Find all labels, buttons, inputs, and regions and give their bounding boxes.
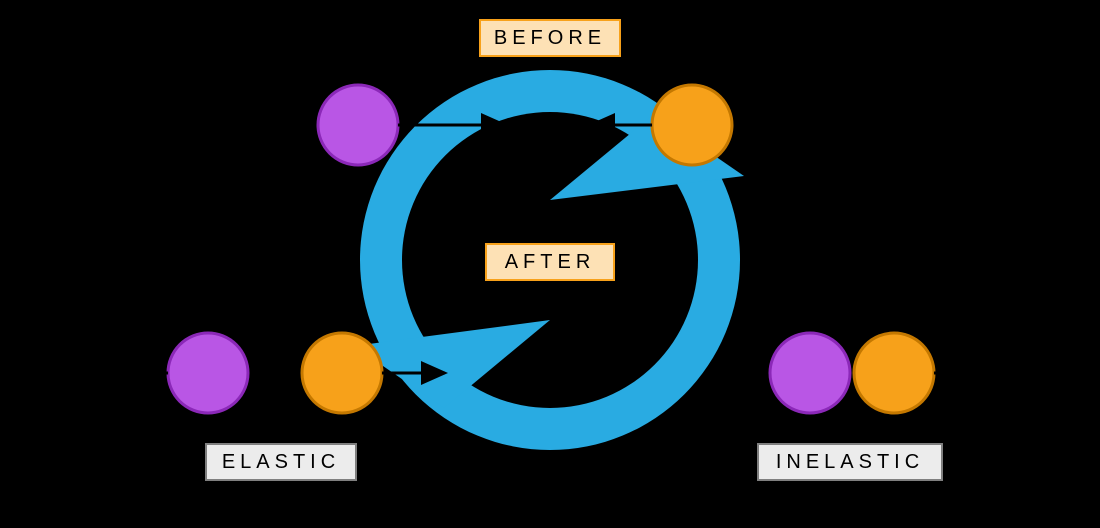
label-after: AFTER — [486, 244, 614, 280]
label-before: BEFORE — [480, 20, 620, 56]
label-after-text: AFTER — [505, 251, 596, 273]
label-inelastic: INELASTIC — [758, 444, 942, 480]
ball-inelastic-purple — [770, 333, 850, 413]
ball-before-purple — [318, 85, 398, 165]
ball-before-orange — [652, 85, 732, 165]
ball-inelastic-orange — [854, 333, 934, 413]
ball-elastic-orange — [302, 333, 382, 413]
ball-elastic-purple — [168, 333, 248, 413]
label-before-text: BEFORE — [494, 27, 606, 49]
label-elastic-text: ELASTIC — [222, 451, 340, 473]
label-inelastic-text: INELASTIC — [776, 451, 924, 473]
label-elastic: ELASTIC — [206, 444, 356, 480]
